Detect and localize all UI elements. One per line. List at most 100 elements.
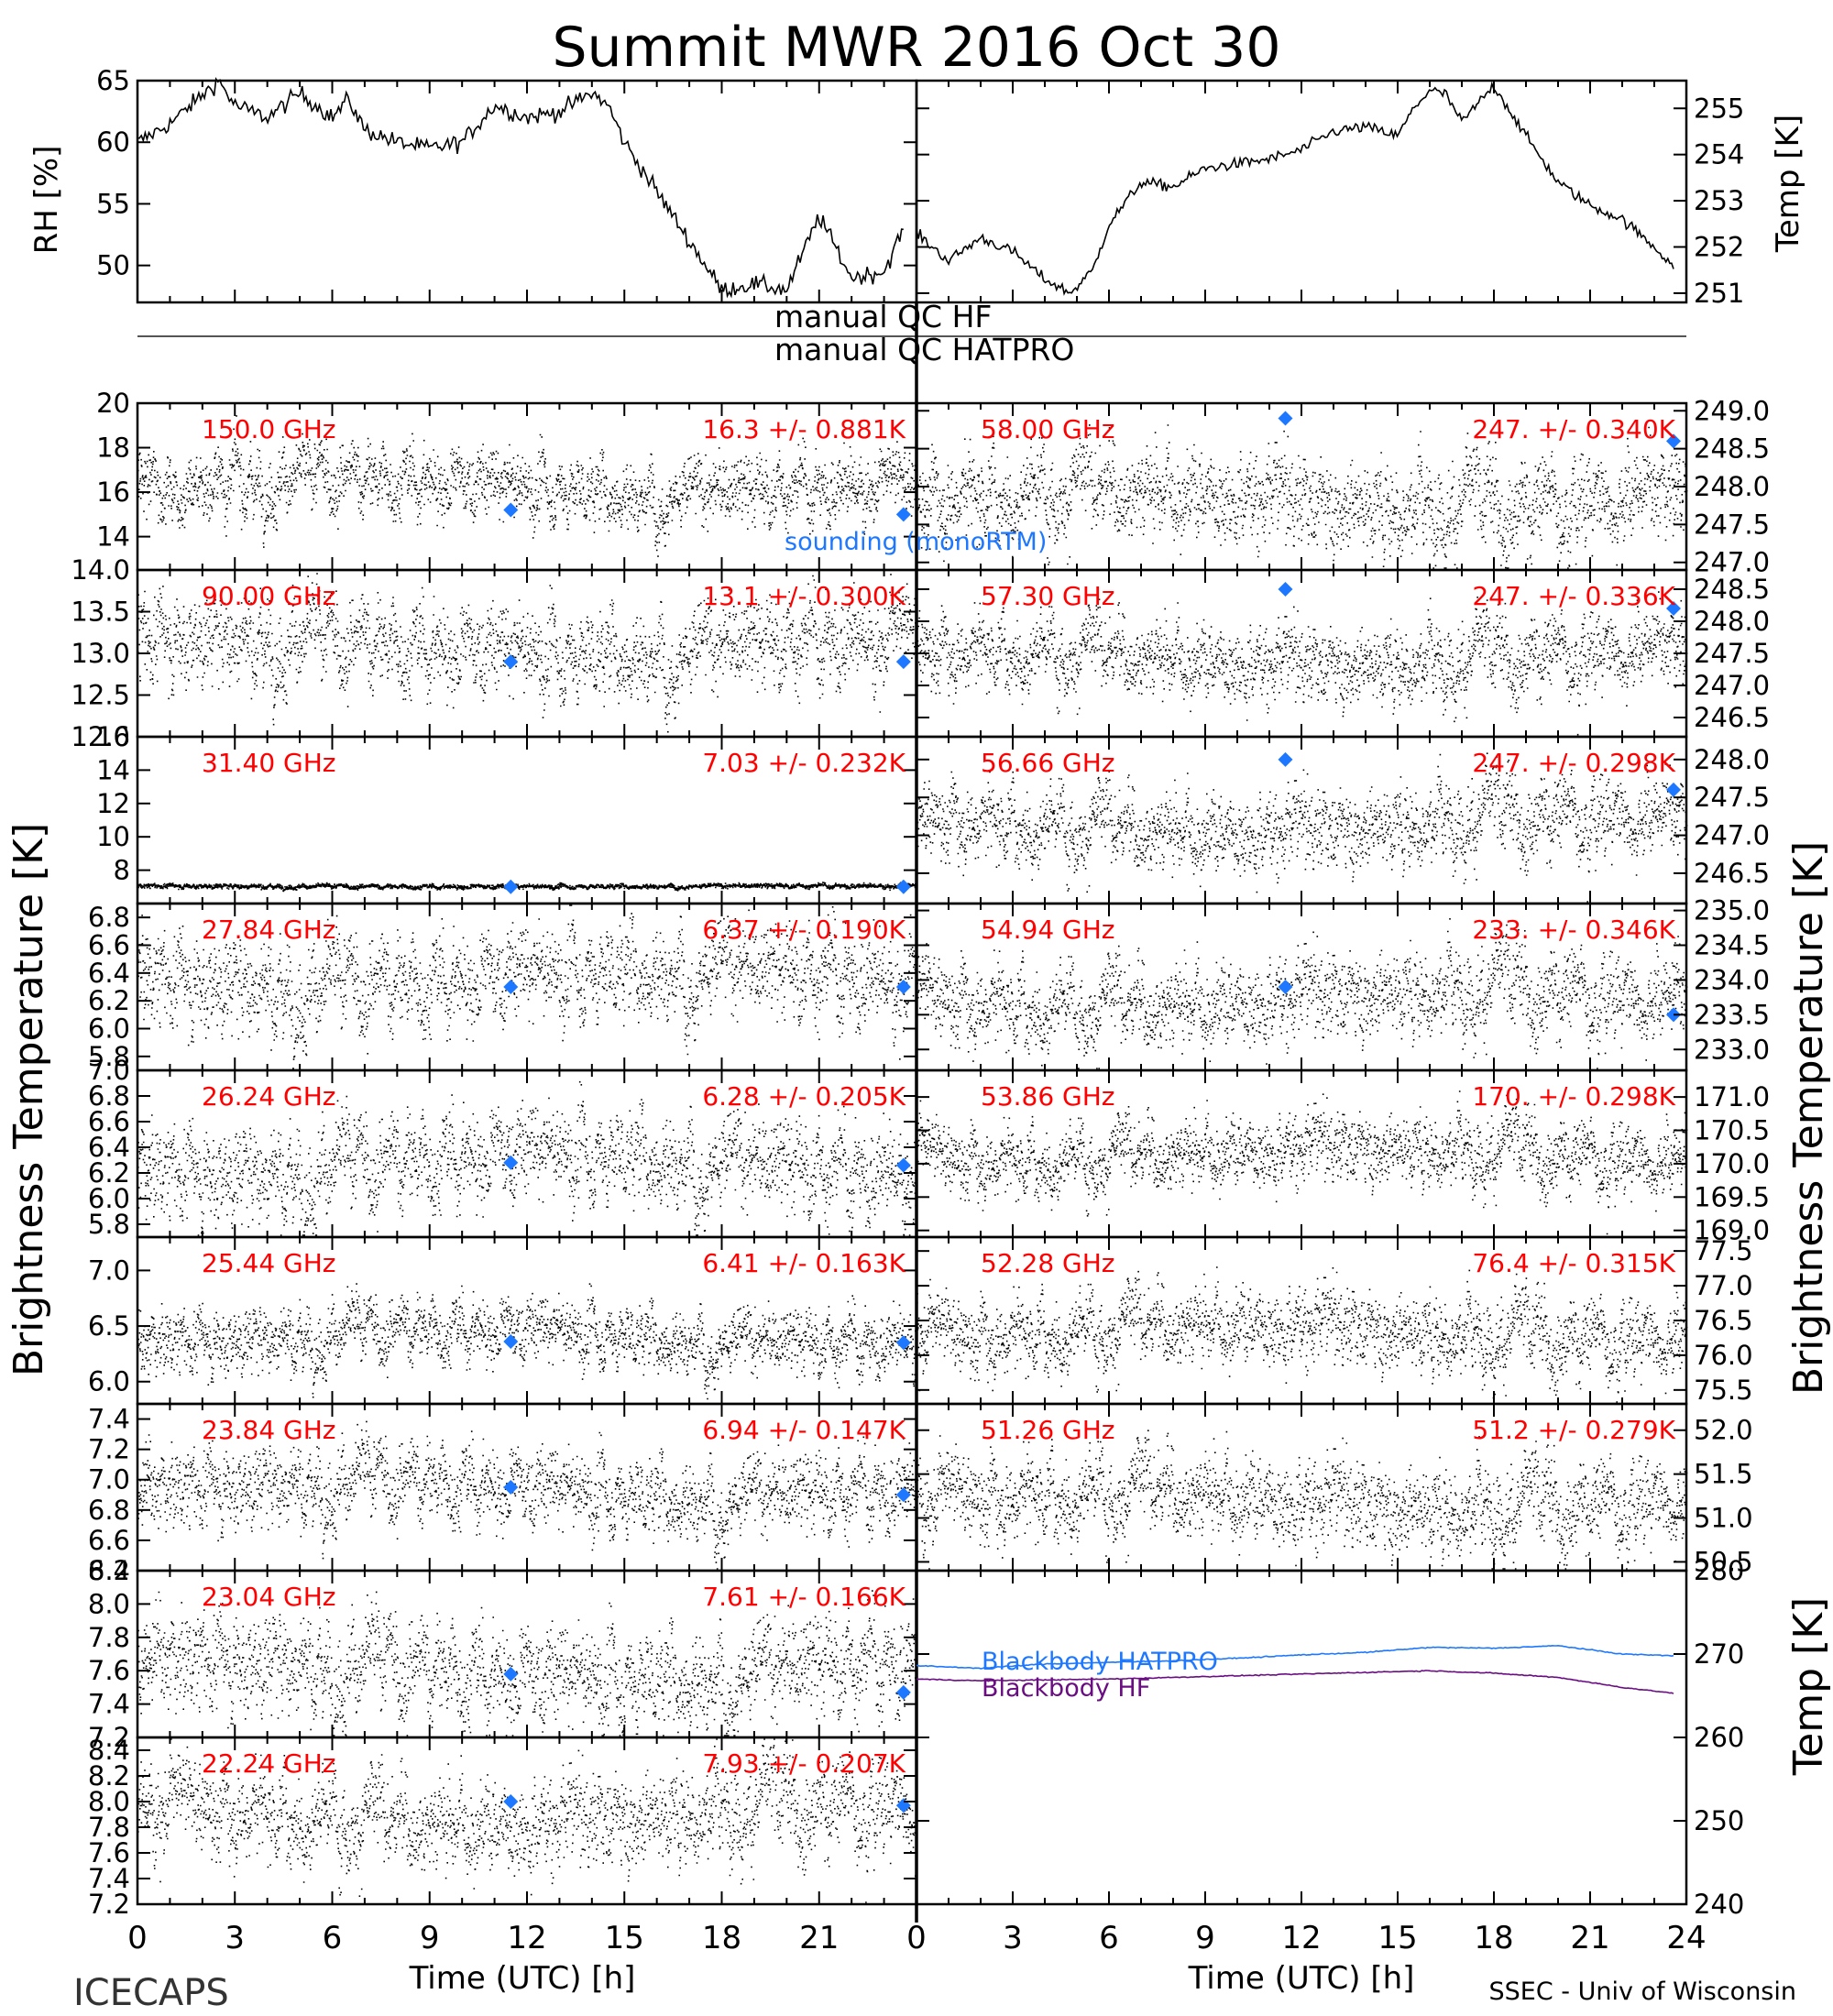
- noise-path: [916, 591, 1688, 736]
- credit-label: SSEC - Univ of Wisconsin: [1489, 1978, 1796, 2006]
- sounding-marker: [895, 1335, 911, 1351]
- y-tick-label: 247.0: [1694, 670, 1770, 701]
- sounding-marker: [1666, 601, 1681, 616]
- x-tick-label: 9: [420, 1920, 440, 1956]
- sounding-marker: [503, 502, 519, 518]
- y-tick-label: 248.5: [1694, 433, 1770, 465]
- y-tick-label: 10: [96, 821, 130, 852]
- y-tick-label: 12.0: [71, 721, 130, 752]
- y-tick-label: 246.5: [1694, 858, 1770, 889]
- channel-frequency-label: 58.00 GHz: [981, 414, 1115, 444]
- y-tick-label: 51.5: [1694, 1459, 1753, 1490]
- y-tick-label: 247.5: [1694, 782, 1770, 813]
- y-tick-label: 169.5: [1694, 1181, 1770, 1212]
- y-tick-label: 7.6: [88, 1655, 130, 1686]
- x-tick-label: 6: [323, 1920, 343, 1956]
- noise-points-0: [916, 424, 1688, 569]
- y-tick-label: 247.0: [1694, 820, 1770, 851]
- y-tick-label: 8: [114, 855, 130, 886]
- y-tick-label: 7.0: [88, 1255, 130, 1286]
- channel-stat-label: 247. +/- 0.336K: [1472, 581, 1675, 611]
- channel-frequency-label: 27.84 GHz: [202, 915, 336, 945]
- y-tick-label: 16: [96, 721, 130, 752]
- y-tick-label: 7.2: [88, 1722, 130, 1753]
- noise-points-6: [916, 1430, 1688, 1570]
- y-tick-label: 246.5: [1694, 702, 1770, 733]
- blackbody-panel-frame: [915, 1569, 1688, 1906]
- y-tick-label: 234.0: [1694, 964, 1770, 995]
- figure-title: Summit MWR 2016 Oct 30: [552, 16, 1280, 80]
- channel-stat-label: 7.93 +/- 0.207K: [702, 1748, 906, 1779]
- y-tick-label: 6.6: [88, 930, 130, 961]
- y-tick-label: 248.0: [1694, 606, 1770, 637]
- sounding-marker: [1278, 411, 1293, 426]
- channel-frequency-label: 51.26 GHz: [981, 1415, 1115, 1445]
- y-tick-label: 260: [1694, 1722, 1744, 1753]
- sounding-marker: [895, 1684, 911, 1700]
- channel-stat-label: 170. +/- 0.298K: [1472, 1081, 1675, 1112]
- y-tick-label: 7.2: [88, 1889, 130, 1920]
- y-tick-label: 8.4: [88, 1735, 130, 1766]
- y-tick-label: 247.5: [1694, 509, 1770, 540]
- noise-points-5: [137, 1283, 918, 1400]
- y-tick-label: 7.0: [88, 1055, 130, 1086]
- sounding-marker: [895, 654, 911, 670]
- sounding-legend-label: sounding (monoRTM): [785, 528, 1047, 556]
- sounding-marker: [1278, 751, 1293, 767]
- channel-stat-label: 51.2 +/- 0.279K: [1472, 1415, 1675, 1445]
- y-tick-label: 6.2: [88, 985, 130, 1016]
- x-tick-label: 18: [1474, 1920, 1513, 1956]
- channel-frequency-label: 56.66 GHz: [981, 748, 1115, 778]
- noise-points-2: [137, 882, 918, 893]
- project-label: ICECAPS: [73, 1972, 229, 2014]
- sounding-marker: [895, 1157, 911, 1173]
- y-tick-label: 7.0: [88, 1464, 130, 1496]
- channel-frequency-label: 23.84 GHz: [202, 1415, 336, 1445]
- y-tick-label: 55: [96, 188, 130, 219]
- rh-axis-label: RH [%]: [28, 146, 65, 255]
- y-tick-label: 170.5: [1694, 1115, 1770, 1146]
- sounding-marker: [1666, 782, 1681, 797]
- x-tick-label: 9: [1195, 1920, 1215, 1956]
- temp-series-line: [916, 81, 1674, 296]
- y-tick-label: 14: [96, 521, 130, 553]
- y-tick-label: 255: [1694, 93, 1744, 124]
- legend-blackbody-hatpro: Blackbody HATPRO: [982, 1648, 1218, 1676]
- x-tick-label: 12: [1281, 1920, 1321, 1956]
- channel-frequency-label: 57.30 GHz: [981, 581, 1115, 611]
- sounding-marker: [895, 1798, 911, 1813]
- channel-stat-label: 6.28 +/- 0.205K: [702, 1081, 906, 1112]
- noise-path: [137, 573, 918, 733]
- noise-path: [916, 1430, 1688, 1570]
- y-tick-label: 6.2: [88, 1157, 130, 1189]
- y-tick-label: 6.8: [88, 902, 130, 933]
- temp-bottom-axis-label: Temp [K]: [1785, 1597, 1832, 1776]
- y-tick-label: 16: [96, 477, 130, 508]
- y-tick-label: 6.0: [88, 1183, 130, 1214]
- x-tick-label: 0: [127, 1920, 148, 1956]
- noise-points-1: [916, 591, 1688, 736]
- y-tick-label: 5.8: [88, 1209, 130, 1240]
- channel-stat-label: 16.3 +/- 0.881K: [702, 414, 906, 444]
- channel-frequency-label: 31.40 GHz: [202, 748, 336, 778]
- x-tick-label: 18: [702, 1920, 741, 1956]
- y-tick-label: 169.0: [1694, 1215, 1770, 1246]
- y-tick-label: 14: [96, 754, 130, 785]
- y-tick-label: 7.4: [88, 1404, 130, 1435]
- noise-points-5: [916, 1266, 1688, 1403]
- sounding-marker: [1278, 980, 1293, 994]
- y-tick-label: 247.0: [1694, 547, 1770, 578]
- y-tick-label: 6.4: [88, 1132, 130, 1163]
- noise-points-2: [916, 752, 1688, 903]
- left-main-axis-label: Brightness Temperature [K]: [5, 823, 52, 1376]
- y-tick-label: 20: [96, 388, 130, 419]
- y-tick-label: 77.5: [1694, 1235, 1753, 1266]
- noise-points-0: [137, 415, 918, 557]
- channel-stat-label: 6.94 +/- 0.147K: [702, 1415, 906, 1445]
- blackbody-series-0: [916, 1644, 1674, 1670]
- qc-hf-label: manual QC HF: [774, 299, 992, 334]
- x-tick-label: 12: [507, 1920, 546, 1956]
- y-tick-label: 76.5: [1694, 1305, 1753, 1336]
- y-tick-label: 6.4: [88, 958, 130, 989]
- x-tick-label: 24: [1666, 1920, 1706, 1956]
